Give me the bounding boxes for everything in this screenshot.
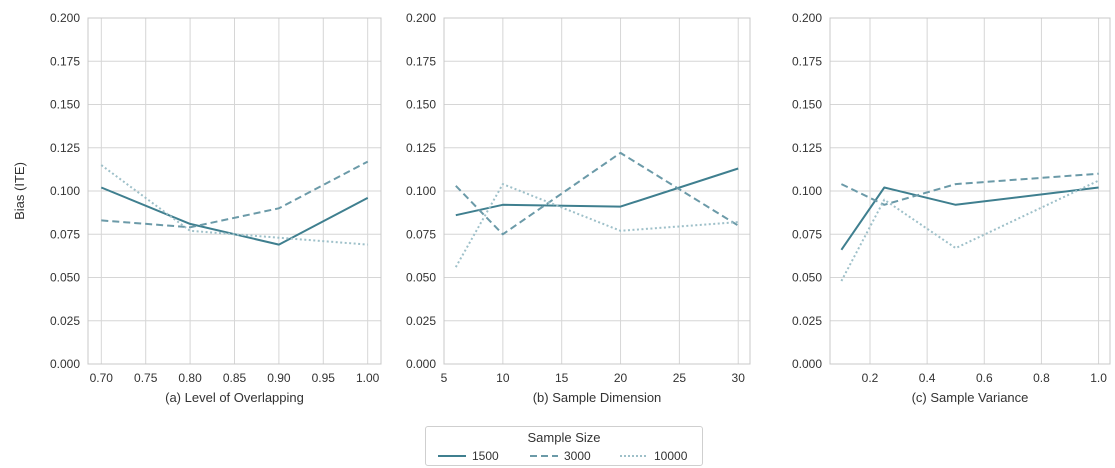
x-tick-label: 0.95 bbox=[312, 371, 336, 385]
x-axis-label: (a) Level of Overlapping bbox=[165, 390, 304, 405]
y-tick-label: 0.200 bbox=[792, 11, 822, 25]
y-tick-label: 0.025 bbox=[50, 314, 80, 328]
x-tick-label: 30 bbox=[732, 371, 746, 385]
y-tick-label: 0.050 bbox=[50, 271, 80, 285]
x-tick-label: 5 bbox=[441, 371, 448, 385]
x-tick-label: 10 bbox=[496, 371, 510, 385]
y-tick-label: 0.175 bbox=[406, 54, 436, 68]
legend: Sample Size 1500 3000 10000 bbox=[425, 426, 703, 466]
x-tick-label: 20 bbox=[614, 371, 628, 385]
x-axis-label: (b) Sample Dimension bbox=[533, 390, 662, 405]
legend-label: 3000 bbox=[564, 449, 591, 463]
x-axis-label: (c) Sample Variance bbox=[912, 390, 1029, 405]
y-tick-label: 0.150 bbox=[406, 98, 436, 112]
legend-title: Sample Size bbox=[426, 430, 702, 445]
subplot-1: 0.000 0.025 0.050 0.075 0.100 0.125 0.150 0.175… bbox=[12, 11, 381, 405]
y-tick-label: 0.125 bbox=[50, 141, 80, 155]
x-tick-label: 0.6 bbox=[976, 371, 993, 385]
y-tick-label: 0.025 bbox=[792, 314, 822, 328]
y-tick-label: 0.100 bbox=[792, 184, 822, 198]
y-tick-label: 0.025 bbox=[406, 314, 436, 328]
legend-label: 10000 bbox=[654, 449, 687, 463]
y-tick-label: 0.125 bbox=[792, 141, 822, 155]
legend-line-solid bbox=[438, 452, 468, 460]
x-tick-label: 0.80 bbox=[178, 371, 202, 385]
y-tick-label: 0.050 bbox=[406, 271, 436, 285]
y-tick-label: 0.000 bbox=[50, 357, 80, 371]
x-tick-label: 15 bbox=[555, 371, 569, 385]
y-axis-label: Bias (ITE) bbox=[12, 162, 27, 220]
legend-line-dashed bbox=[530, 452, 560, 460]
series-line-3000 bbox=[841, 174, 1098, 205]
x-tick-label: 0.85 bbox=[223, 371, 247, 385]
x-tick-label: 0.90 bbox=[267, 371, 291, 385]
y-tick-label: 0.100 bbox=[406, 184, 436, 198]
y-tick-label: 0.200 bbox=[406, 11, 436, 25]
x-tick-label: 0.8 bbox=[1033, 371, 1050, 385]
subplot-3: 0.000 0.025 0.050 0.075 0.100 0.125 0.150 0.175… bbox=[792, 11, 1110, 405]
y-tick-label: 0.000 bbox=[792, 357, 822, 371]
x-tick-label: 1.0 bbox=[1090, 371, 1107, 385]
y-tick-label: 0.125 bbox=[406, 141, 436, 155]
subplot-2: 0.000 0.025 0.050 0.075 0.100 0.125 0.150 0.175… bbox=[406, 11, 750, 405]
legend-line-dotted bbox=[620, 452, 650, 460]
series-line-10000 bbox=[841, 181, 1098, 281]
y-tick-label: 0.075 bbox=[406, 227, 436, 241]
x-tick-label: 0.4 bbox=[919, 371, 936, 385]
y-tick-label: 0.150 bbox=[792, 98, 822, 112]
x-tick-label: 1.00 bbox=[356, 371, 380, 385]
y-tick-label: 0.175 bbox=[792, 54, 822, 68]
y-tick-label: 0.075 bbox=[50, 227, 80, 241]
y-tick-label: 0.150 bbox=[50, 98, 80, 112]
y-tick-label: 0.175 bbox=[50, 54, 80, 68]
x-tick-label: 0.70 bbox=[90, 371, 114, 385]
series-line-10000 bbox=[456, 184, 738, 267]
y-tick-label: 0.050 bbox=[792, 271, 822, 285]
x-tick-label: 25 bbox=[673, 371, 687, 385]
y-tick-label: 0.100 bbox=[50, 184, 80, 198]
y-tick-label: 0.075 bbox=[792, 227, 822, 241]
x-tick-label: 0.2 bbox=[862, 371, 879, 385]
x-tick-label: 0.75 bbox=[134, 371, 158, 385]
y-tick-label: 0.200 bbox=[50, 11, 80, 25]
legend-label: 1500 bbox=[472, 449, 499, 463]
series-line-3000 bbox=[456, 153, 738, 234]
y-tick-label: 0.000 bbox=[406, 357, 436, 371]
